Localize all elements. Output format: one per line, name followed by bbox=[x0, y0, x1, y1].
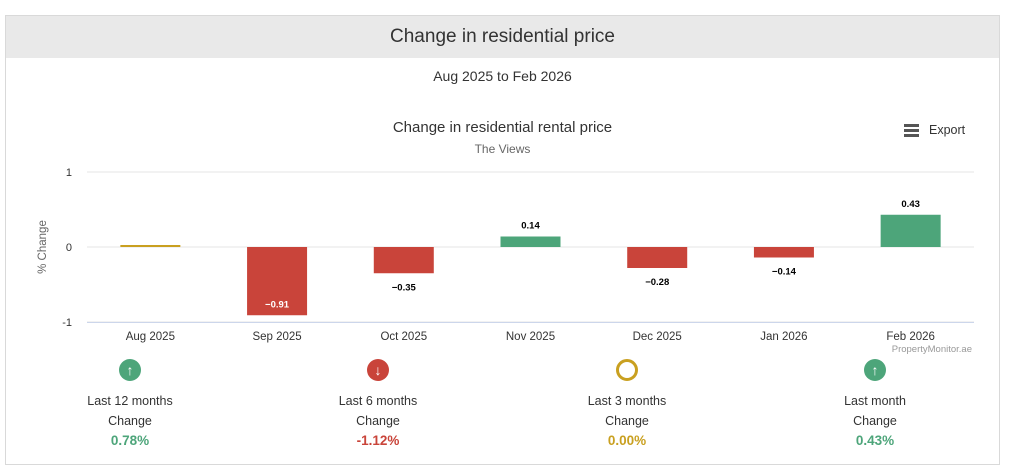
y-tick-label: -1 bbox=[62, 317, 72, 329]
stat-value: -1.12% bbox=[356, 433, 400, 448]
bar-chart: 1 0 -1 % Change Aug 2025 −0.91 Sep 2025 −0.35 Oc… bbox=[37, 167, 974, 355]
stat-last-6-months: ↓ Last 6 months Change -1.12% bbox=[288, 359, 468, 451]
arrow-down-icon: ↓ bbox=[367, 359, 389, 381]
x-tick-label: Oct 2025 bbox=[380, 331, 427, 343]
chart-subtitle: The Views bbox=[474, 142, 531, 156]
y-axis-title: % Change bbox=[37, 220, 49, 274]
stat-sub: Change bbox=[356, 414, 400, 428]
arrow-up-icon: ↑ bbox=[864, 359, 886, 381]
x-tick-label: Dec 2025 bbox=[633, 331, 682, 343]
data-label: −0.35 bbox=[392, 282, 417, 293]
data-label: −0.28 bbox=[645, 277, 669, 288]
arrow-up-icon: ↑ bbox=[119, 359, 141, 381]
data-label: −0.91 bbox=[265, 299, 290, 310]
period-range: Aug 2025 to Feb 2026 bbox=[433, 68, 572, 84]
stat-label: Last 12 months bbox=[87, 394, 173, 408]
stat-last-month: ↑ Last month Change 0.43% bbox=[785, 359, 965, 451]
data-label: 0.43 bbox=[901, 199, 920, 210]
bar bbox=[753, 247, 814, 258]
stat-last-3-months: Last 3 months Change 0.00% bbox=[537, 359, 717, 451]
card-title: Change in residential price bbox=[390, 26, 615, 47]
x-tick-label: Feb 2026 bbox=[886, 331, 935, 343]
stat-sub: Change bbox=[108, 414, 152, 428]
bar bbox=[627, 247, 688, 268]
stat-sub: Change bbox=[853, 414, 897, 428]
bar bbox=[120, 245, 181, 247]
card-header: Change in residential price bbox=[6, 16, 999, 58]
stat-value: 0.78% bbox=[110, 433, 150, 448]
x-tick-label: Aug 2025 bbox=[126, 331, 175, 343]
y-tick-label: 1 bbox=[66, 167, 72, 179]
stat-sub: Change bbox=[605, 414, 649, 428]
stat-label: Last 6 months bbox=[338, 394, 418, 408]
chart-credit: PropertyMonitor.ae bbox=[892, 344, 972, 355]
stat-label: Last 3 months bbox=[587, 394, 667, 408]
stat-last-12-months: ↑ Last 12 months Change 0.78% bbox=[40, 359, 220, 451]
x-tick-label: Sep 2025 bbox=[252, 331, 301, 343]
chart-title: Change in residential rental price bbox=[392, 119, 613, 136]
bar bbox=[880, 214, 941, 247]
stat-value: 0.00% bbox=[607, 433, 647, 448]
menu-icon bbox=[904, 124, 919, 137]
price-change-card: Change in residential price Aug 2025 to … bbox=[5, 15, 1000, 465]
y-tick-label: 0 bbox=[66, 242, 72, 254]
ring-icon bbox=[616, 359, 638, 381]
x-tick-label: Jan 2026 bbox=[760, 331, 807, 343]
bar bbox=[247, 247, 308, 316]
x-tick-label: Nov 2025 bbox=[506, 331, 555, 343]
data-label: 0.14 bbox=[521, 221, 540, 232]
data-label: −0.14 bbox=[772, 267, 797, 278]
export-label: Export bbox=[929, 123, 966, 137]
export-button[interactable]: Export bbox=[904, 123, 965, 137]
stat-value: 0.43% bbox=[855, 433, 895, 448]
bar bbox=[373, 247, 434, 274]
bar bbox=[500, 236, 561, 247]
stat-label: Last month bbox=[844, 394, 906, 408]
